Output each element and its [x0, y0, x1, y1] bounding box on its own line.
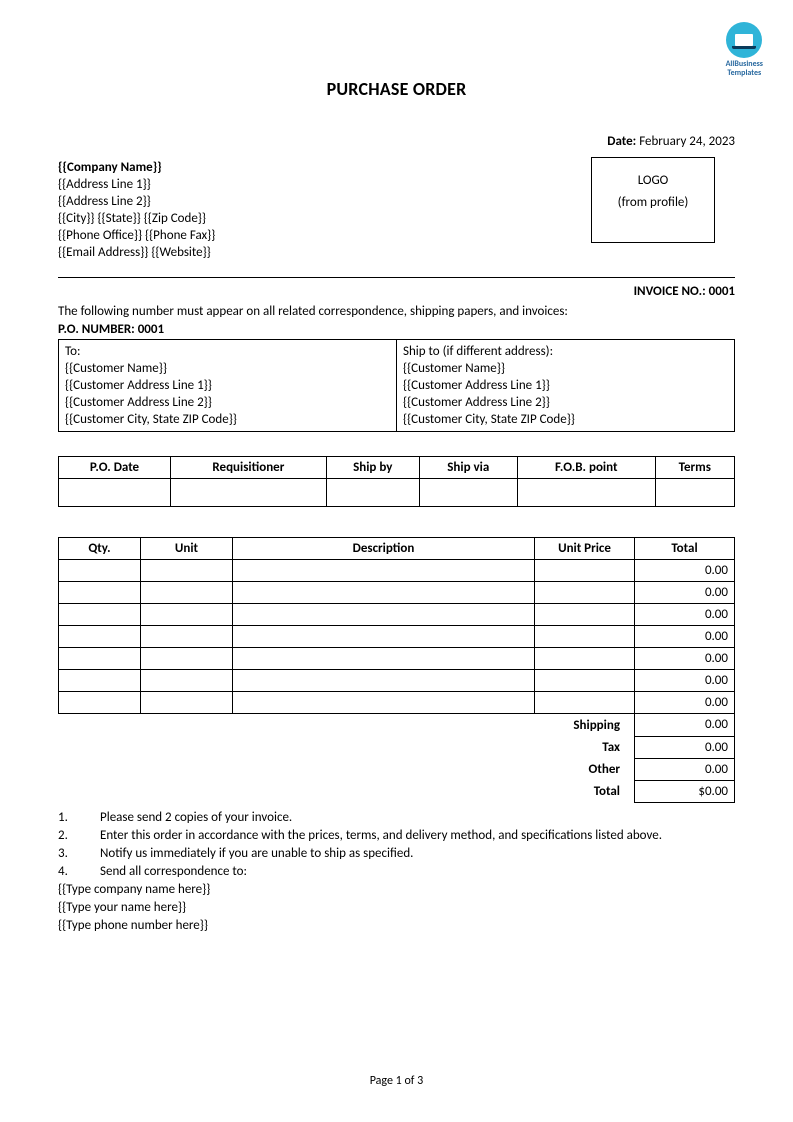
items-table: Qty. Unit Description Unit Price Total 0… [58, 537, 735, 714]
items-h-uprice: Unit Price [535, 538, 635, 560]
to-cell: To: {{Customer Name}} {{Customer Address… [59, 340, 397, 432]
item-total: 0.00 [635, 604, 735, 626]
corr-phone: {{Type phone number here}} [58, 917, 735, 935]
shipto-csz: {{Customer City, State ZIP Code}} [403, 411, 728, 428]
meta-row [59, 479, 735, 507]
items-h-qty: Qty. [59, 538, 141, 560]
date-label: Date: [607, 134, 636, 149]
laptop-icon [726, 22, 762, 58]
page-title: PURCHASE ORDER [58, 78, 735, 100]
page-footer: Page 1 of 3 [0, 1074, 793, 1088]
company-email-web: {{Email Address}} {{Website}} [58, 244, 735, 261]
divider [58, 277, 735, 278]
to-addr2: {{Customer Address Line 2}} [65, 394, 390, 411]
po-instruction: The following number must appear on all … [58, 303, 735, 320]
shipto-addr1: {{Customer Address Line 1}} [403, 377, 728, 394]
shipping-value: 0.00 [635, 714, 735, 736]
items-h-total: Total [635, 538, 735, 560]
po-number: P.O. NUMBER: 0001 [58, 322, 735, 337]
tax-label: Tax [58, 736, 635, 758]
date-row: Date: February 24, 2023 [58, 134, 735, 149]
logo-line2: (from profile) [592, 192, 714, 214]
item-row: 0.00 [59, 648, 735, 670]
header-block: {{Company Name}} {{Address Line 1}} {{Ad… [58, 159, 735, 267]
other-label: Other [58, 758, 635, 780]
note-row: 2.Enter this order in accordance with th… [58, 827, 735, 845]
item-total: 0.00 [635, 626, 735, 648]
shipto-addr2: {{Customer Address Line 2}} [403, 394, 728, 411]
corr-name: {{Type your name here}} [58, 899, 735, 917]
meta-h-req: Requisitioner [171, 457, 327, 479]
item-total: 0.00 [635, 692, 735, 714]
item-row: 0.00 [59, 560, 735, 582]
to-name: {{Customer Name}} [65, 360, 390, 377]
item-row: 0.00 [59, 582, 735, 604]
meta-h-shipvia: Ship via [419, 457, 517, 479]
shipping-label: Shipping [58, 714, 635, 736]
brand-text-2: Templates [726, 69, 763, 78]
item-total: 0.00 [635, 648, 735, 670]
item-total: 0.00 [635, 670, 735, 692]
meta-h-terms: Terms [655, 457, 734, 479]
shipto-header: Ship to (if different address): [403, 343, 728, 360]
to-header: To: [65, 343, 390, 360]
item-row: 0.00 [59, 692, 735, 714]
to-csz: {{Customer City, State ZIP Code}} [65, 411, 390, 428]
brand-badge: AllBusiness Templates [726, 22, 763, 78]
meta-h-fob: F.O.B. point [517, 457, 655, 479]
logo-placeholder: LOGO (from profile) [591, 157, 715, 243]
corr-company: {{Type company name here}} [58, 881, 735, 899]
shipto-cell: Ship to (if different address): {{Custom… [397, 340, 735, 432]
meta-h-podate: P.O. Date [59, 457, 171, 479]
meta-table: P.O. Date Requisitioner Ship by Ship via… [58, 456, 735, 507]
date-value: February 24, 2023 [639, 134, 735, 149]
logo-line1: LOGO [592, 170, 714, 192]
totals-table: Shipping 0.00 Tax 0.00 Other 0.00 Total … [58, 714, 735, 803]
note-row: 3.Notify us immediately if you are unabl… [58, 845, 735, 863]
item-row: 0.00 [59, 670, 735, 692]
items-h-unit: Unit [141, 538, 233, 560]
item-total: 0.00 [635, 582, 735, 604]
shipto-name: {{Customer Name}} [403, 360, 728, 377]
meta-h-shipby: Ship by [326, 457, 419, 479]
item-row: 0.00 [59, 604, 735, 626]
to-addr1: {{Customer Address Line 1}} [65, 377, 390, 394]
invoice-number: INVOICE NO.: 0001 [58, 284, 735, 299]
notes-block: 1.Please send 2 copies of your invoice. … [58, 809, 735, 935]
items-h-desc: Description [233, 538, 535, 560]
note-row: 1.Please send 2 copies of your invoice. [58, 809, 735, 827]
total-value: $0.00 [635, 780, 735, 802]
other-value: 0.00 [635, 758, 735, 780]
address-table: To: {{Customer Name}} {{Customer Address… [58, 339, 735, 432]
tax-value: 0.00 [635, 736, 735, 758]
item-row: 0.00 [59, 626, 735, 648]
total-label: Total [58, 780, 635, 802]
note-row: 4.Send all correspondence to: [58, 863, 735, 881]
item-total: 0.00 [635, 560, 735, 582]
